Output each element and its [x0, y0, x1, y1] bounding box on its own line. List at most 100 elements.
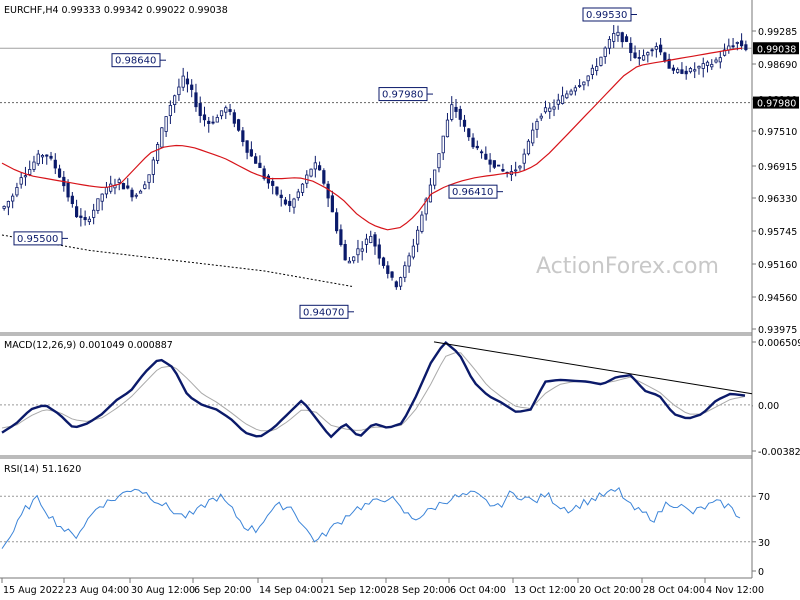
candle-body — [646, 52, 650, 56]
macd-axis-label: -0.003828 — [758, 447, 800, 458]
candle-body — [28, 169, 32, 175]
candle-body — [36, 153, 40, 165]
time-axis-label: 23 Aug 04:00 — [65, 585, 129, 596]
candle-body — [714, 59, 718, 63]
candle-body — [450, 104, 454, 120]
candle-body — [296, 191, 300, 199]
candle-body — [377, 244, 381, 259]
time-axis-label: 28 Sep 20:00 — [387, 585, 450, 596]
candle-body — [684, 70, 688, 75]
candle-body — [373, 234, 377, 247]
candle-body — [245, 140, 249, 153]
candle-body — [586, 75, 590, 82]
candle-body — [731, 45, 735, 48]
candle-body — [45, 154, 49, 157]
candle-body — [339, 229, 343, 246]
candle-body — [262, 168, 266, 179]
macd-panel — [0, 340, 753, 439]
price-tag-text: 0.99038 — [757, 44, 796, 55]
candle-body — [352, 256, 356, 262]
swing-labels: 0.98640 0.95500 0.94070 0.97980 0.96410 0.995… — [13, 7, 637, 319]
candle-body — [607, 38, 612, 49]
time-axis-label: 6 Sep 20:00 — [194, 585, 251, 596]
candle-body — [394, 281, 398, 288]
swing-label-box — [582, 7, 632, 22]
candle-body — [701, 63, 705, 69]
candle-body — [411, 245, 415, 258]
candle-body — [705, 61, 710, 66]
candle-body — [467, 128, 471, 138]
candle-body — [292, 198, 296, 208]
candle-body — [6, 200, 10, 208]
candle-body — [173, 95, 177, 105]
macd-zero-tag-text: 0.00 — [758, 401, 779, 412]
candle-body — [126, 185, 130, 189]
time-axis-label: 21 Sep 12:00 — [323, 585, 386, 596]
candle-body — [416, 229, 420, 245]
candle-body — [680, 69, 684, 74]
candle-body — [663, 52, 667, 62]
candle-body — [15, 187, 19, 196]
price-axis-label: 0.96330 — [758, 194, 797, 205]
candle-body — [19, 177, 23, 185]
candle-body — [241, 130, 245, 143]
macd-main-line — [1, 340, 746, 439]
candle-body — [462, 119, 467, 127]
candle-body — [49, 155, 53, 159]
candle-body — [671, 67, 676, 71]
candle-body — [258, 162, 262, 168]
candle-body — [254, 156, 258, 164]
price-axis-label: 0.99285 — [758, 27, 797, 38]
candle-body — [390, 271, 394, 278]
price-axis-label: 0.96915 — [758, 162, 797, 173]
candle-body — [710, 64, 714, 68]
candle-body — [624, 36, 629, 42]
candle-body — [266, 175, 271, 184]
candle-body — [386, 265, 390, 274]
swing-label-box — [111, 53, 161, 68]
candle-body — [693, 69, 697, 72]
candle-body — [117, 179, 121, 183]
candle-body — [454, 106, 458, 112]
candle-body — [194, 92, 198, 108]
candle-body — [134, 194, 138, 197]
candle-body — [322, 170, 326, 184]
candle-body — [484, 153, 488, 160]
candle-body — [181, 75, 185, 88]
candle-body — [87, 218, 91, 223]
candle-body — [40, 155, 45, 158]
swing-label-box — [13, 231, 63, 246]
candle-body — [207, 120, 211, 124]
price-tag-box — [753, 42, 799, 55]
candle-body — [441, 135, 445, 154]
candle-body — [100, 193, 104, 202]
candle-body — [654, 46, 658, 50]
candle-body — [79, 215, 83, 218]
candle-body — [578, 85, 582, 87]
candle-body — [228, 109, 232, 112]
macd-trendline — [433, 341, 753, 395]
swing-label-text: 0.98640 — [115, 56, 156, 67]
time-axis-label: 15 Aug 2022 — [3, 585, 64, 596]
candle-body — [83, 217, 87, 221]
price-axis-label: 0.94560 — [758, 293, 797, 304]
candle-body — [177, 86, 181, 96]
candle-body — [347, 260, 352, 264]
time-axis-label: 13 Oct 12:00 — [514, 585, 576, 596]
candle-body — [573, 87, 577, 92]
candle-body — [433, 169, 437, 186]
candle-body — [219, 110, 224, 117]
time-axis-label: 28 Oct 04:00 — [643, 585, 705, 596]
candle-body — [458, 108, 462, 120]
candle-body — [560, 95, 565, 104]
swing-label-box — [299, 304, 349, 319]
candle-body — [92, 209, 96, 218]
candle-body — [407, 255, 411, 267]
candle-body — [599, 56, 603, 66]
price-axis-label: 0.93975 — [758, 325, 797, 336]
candle-body — [335, 212, 339, 232]
time-axis-label: 14 Sep 04:00 — [259, 585, 322, 596]
candle-body — [552, 106, 556, 110]
candle-body — [147, 174, 151, 183]
